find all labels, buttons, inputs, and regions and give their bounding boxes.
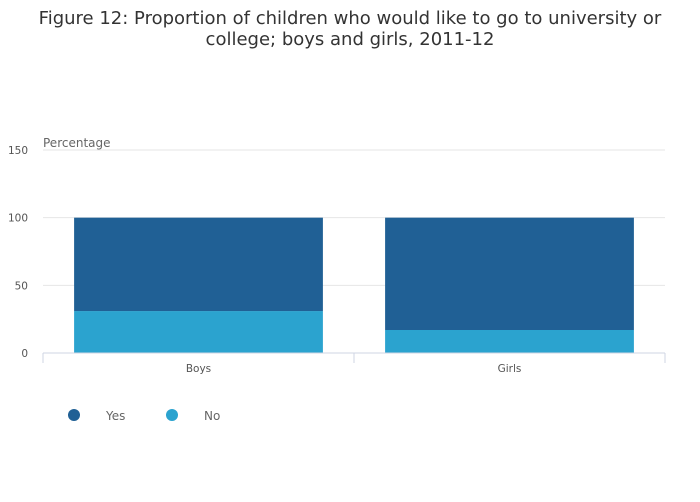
y-axis-label: Percentage: [43, 136, 111, 150]
legend-item-no[interactable]: No: [166, 409, 220, 423]
bar-boys-no: [74, 311, 323, 353]
legend-label-yes: Yes: [105, 409, 125, 423]
legend: Yes No: [68, 409, 220, 423]
y-tick-label: 100: [8, 213, 28, 225]
bar-boys-yes: [74, 217, 323, 312]
x-axis: Boys Girls: [42, 352, 666, 375]
y-tick-label: 50: [15, 280, 28, 292]
bar-girls-no: [385, 329, 634, 353]
legend-marker-no: [166, 409, 178, 421]
chart-title-line-2: college; boys and girls, 2011-12: [206, 29, 495, 50]
x-tick-label: Boys: [186, 363, 211, 375]
y-tick-label: 0: [21, 348, 28, 360]
bar-girls-yes: [385, 217, 634, 330]
legend-item-yes[interactable]: Yes: [68, 409, 125, 423]
bars: [74, 217, 634, 353]
chart-title-line-1: Figure 12: Proportion of children who wo…: [39, 8, 662, 29]
legend-marker-yes: [68, 409, 80, 421]
y-tick-label: 150: [8, 145, 28, 157]
x-tick-label: Girls: [498, 363, 522, 375]
chart-title: Figure 12: Proportion of children who wo…: [39, 8, 662, 50]
y-tick-labels: 0 50 100 150: [8, 145, 28, 360]
legend-label-no: No: [204, 409, 220, 423]
